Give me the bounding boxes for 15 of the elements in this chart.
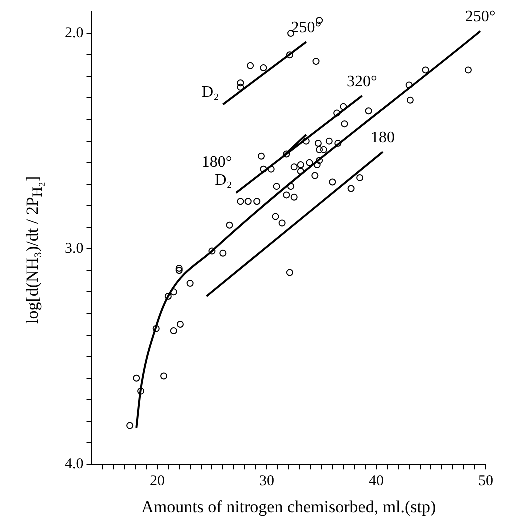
annotation: 250° [465, 8, 496, 26]
annotation: D₂ [215, 172, 232, 190]
annotation: 180 [371, 129, 396, 146]
y-tick-label: 4.0 [65, 456, 84, 473]
x-tick-label: 30 [259, 474, 274, 490]
x-axis-title: Amounts of nitrogen chemisorbed, ml.(stp) [142, 497, 436, 516]
y-tick-label: 2.0 [65, 25, 84, 42]
annotation: D₂ [202, 84, 220, 101]
x-tick-label: 50 [478, 474, 494, 490]
x-tick-label: 20 [150, 474, 165, 490]
y-tick-label: 3.0 [65, 241, 84, 258]
annotation: 180° [202, 154, 232, 172]
x-tick-label: 40 [368, 474, 384, 490]
annotation: 250° [291, 19, 322, 36]
annotation: 320° [347, 73, 378, 90]
